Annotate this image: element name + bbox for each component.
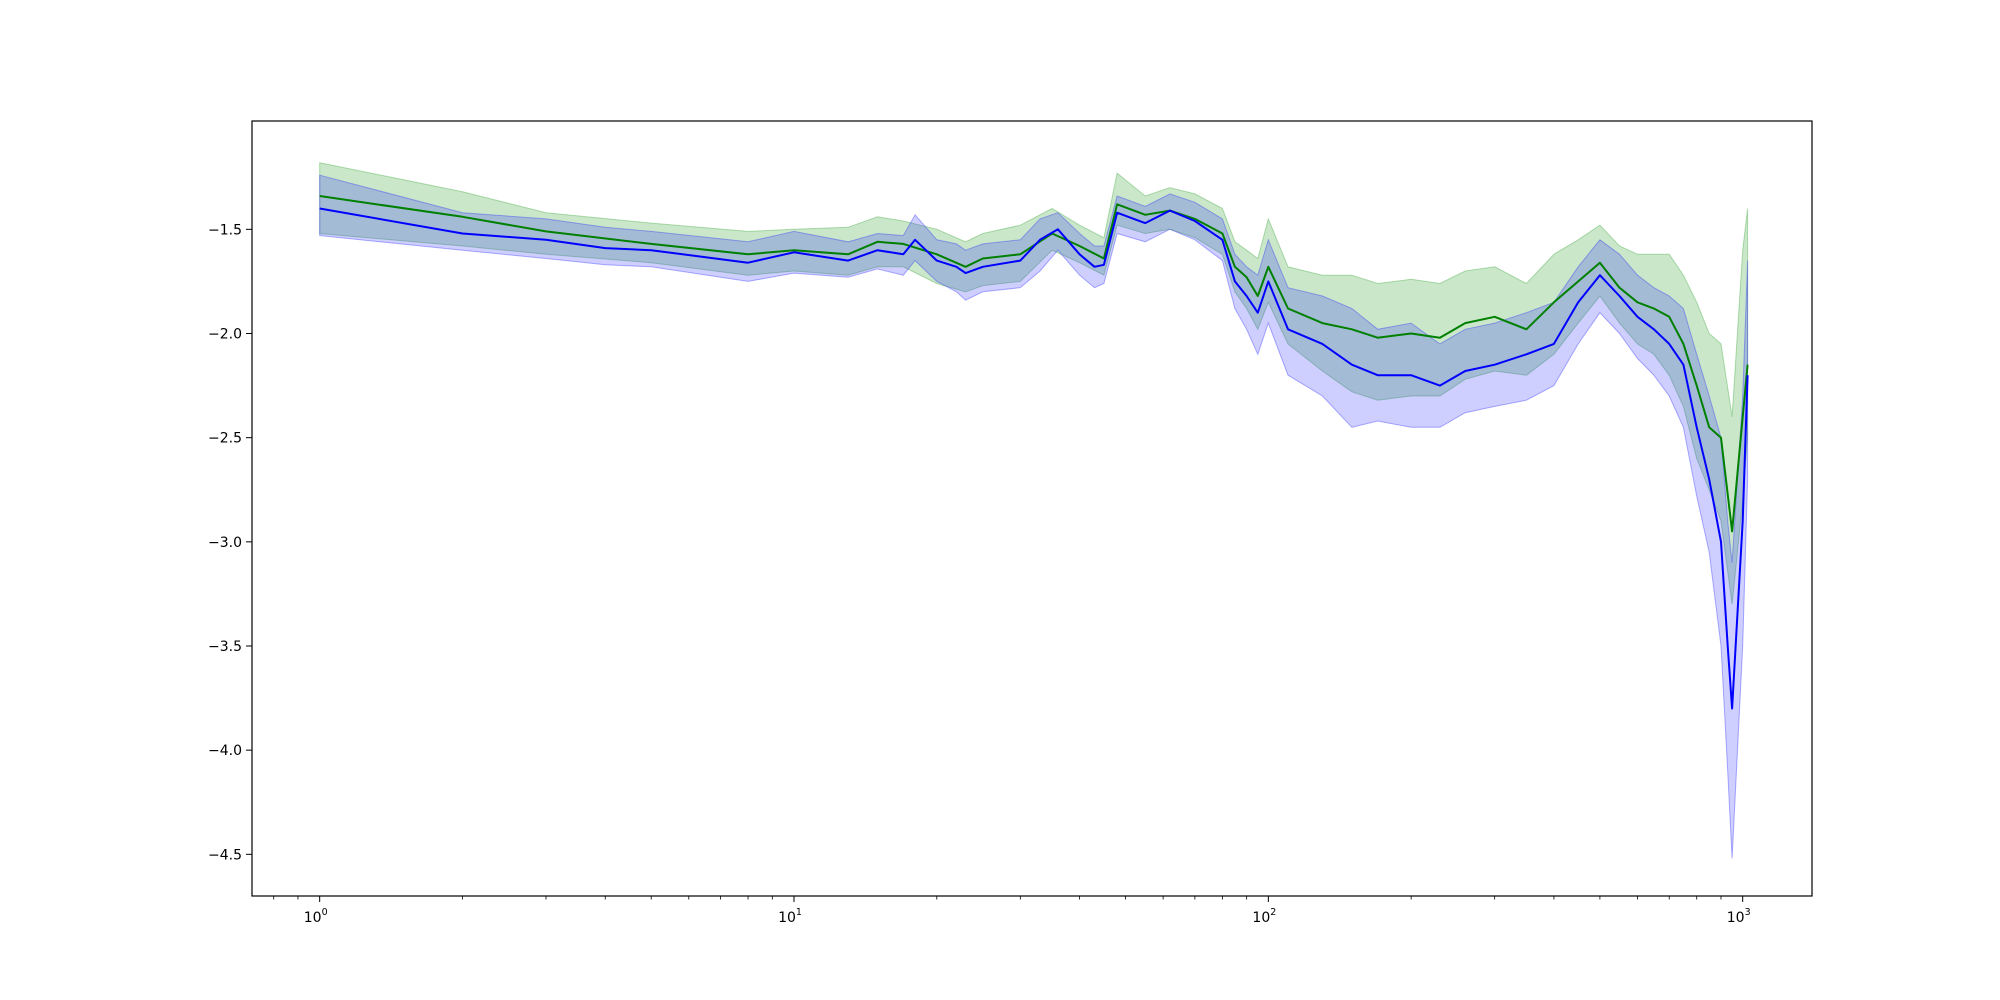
x-tick-exponent: 2 [1270, 907, 1276, 918]
x-tick-label: 103 [1727, 907, 1751, 926]
plot-frame [251, 120, 1813, 897]
y-tick-label: −4.5 [208, 847, 242, 863]
series-2-line [319, 207, 1749, 710]
x-tick-base: 10 [778, 910, 796, 926]
series-lines [319, 195, 1749, 710]
series-2-band [319, 174, 1749, 859]
x-tick-base: 10 [1727, 910, 1745, 926]
x-axis: 100 101 102 103 [273, 896, 1751, 926]
y-tick-label: −3.0 [208, 535, 242, 551]
x-tick-label: 102 [1252, 907, 1276, 926]
series-1-line [319, 195, 1749, 533]
y-tick-label: −2.0 [208, 327, 242, 343]
x-tick-label: 100 [304, 907, 328, 926]
x-tick-exponent: 3 [1745, 907, 1751, 918]
y-tick-label: −2.5 [208, 431, 242, 447]
y-tick-label: −4.0 [208, 743, 242, 759]
x-tick-label: 101 [778, 907, 802, 926]
x-tick-base: 10 [304, 910, 322, 926]
x-tick-exponent: 0 [322, 907, 328, 918]
y-axis: −1.5 −2.0 −2.5 −3.0 −3.5 −4.0 −4.5 [208, 222, 252, 863]
x-tick-base: 10 [1252, 910, 1270, 926]
confidence-bands [319, 162, 1749, 859]
y-tick-label: −1.5 [208, 222, 242, 238]
series-1-band [319, 162, 1749, 605]
x-tick-exponent: 1 [796, 907, 802, 918]
y-tick-label: −3.5 [208, 639, 242, 655]
